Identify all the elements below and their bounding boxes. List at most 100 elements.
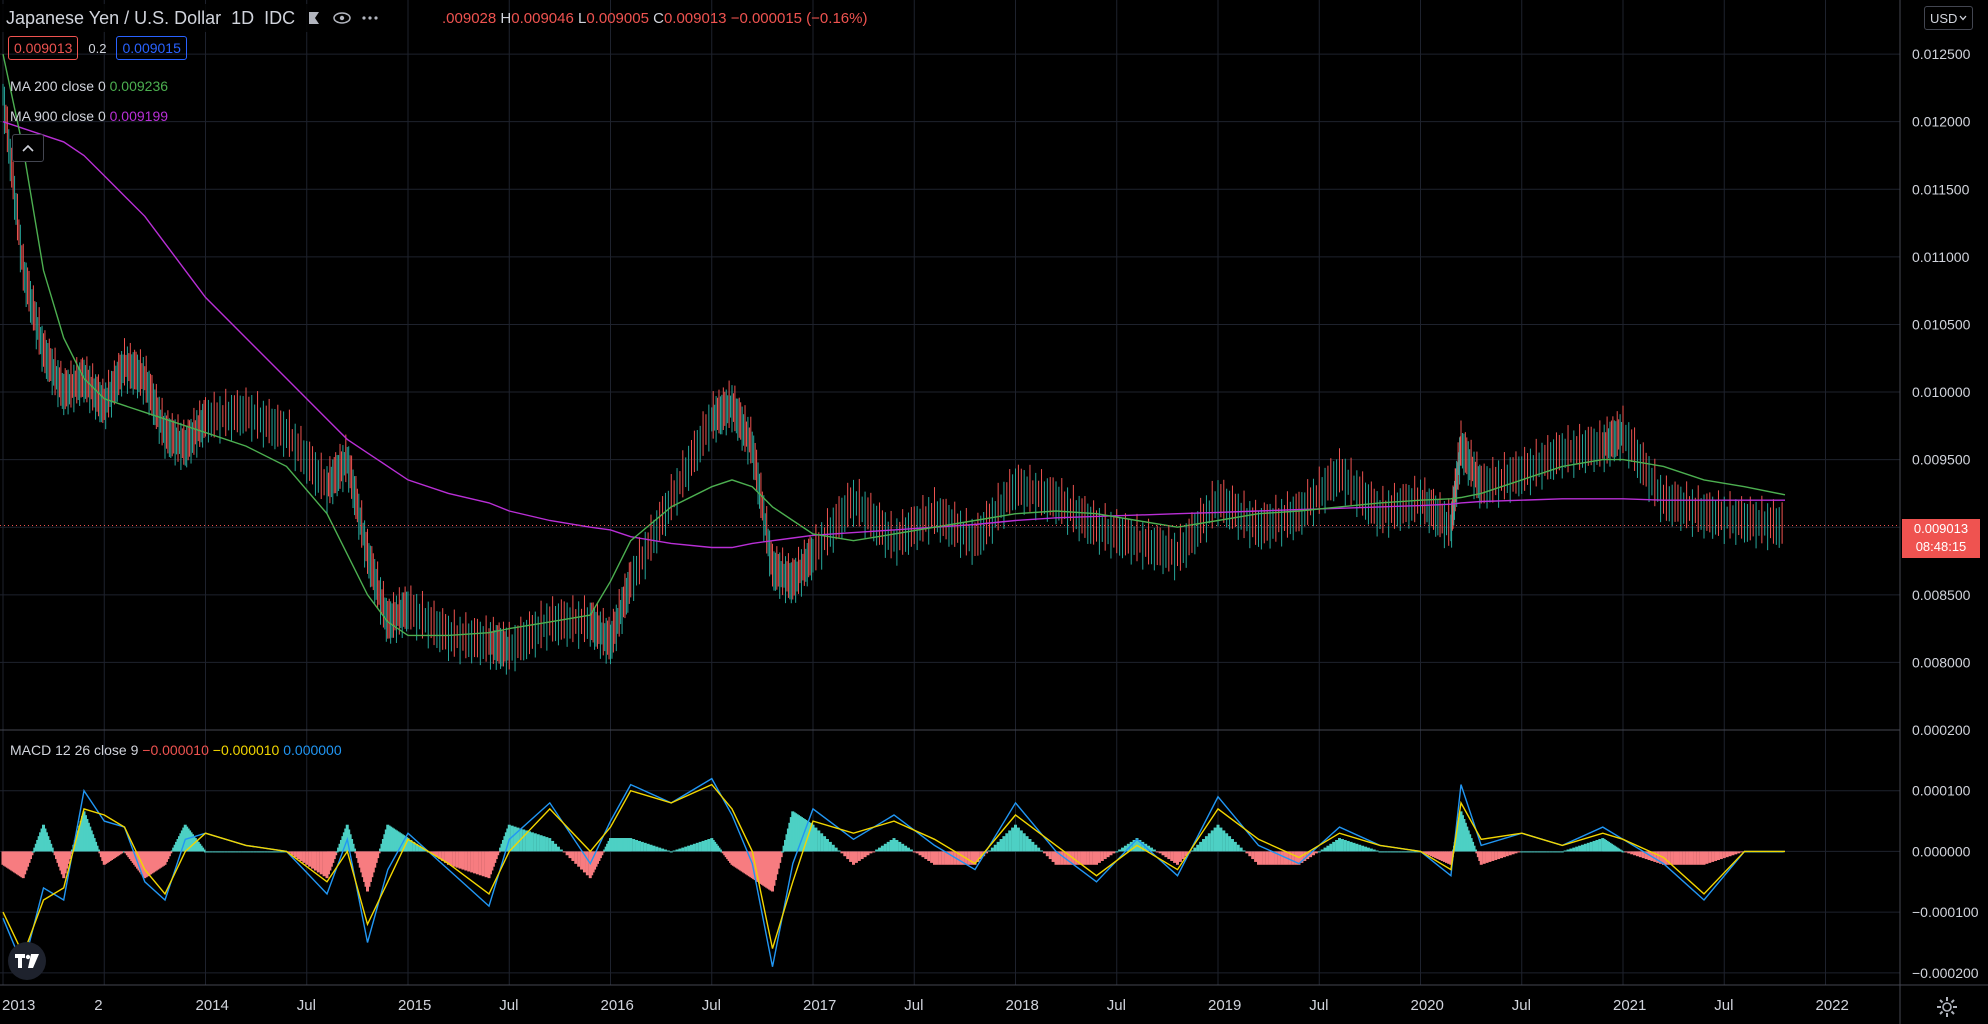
- macd-histogram-bar: [950, 851, 954, 865]
- macd-histogram-bar: [1552, 851, 1556, 853]
- settings-gear-icon[interactable]: [1936, 996, 1958, 1018]
- collapse-legend-button[interactable]: [12, 134, 44, 162]
- macd-histogram-bar: [854, 851, 858, 863]
- macd-histogram-bar: [1526, 851, 1530, 853]
- macd-histogram-bar: [1016, 827, 1020, 852]
- change-value: −0.000015 (−0.16%): [730, 10, 868, 27]
- macd-histogram-bar: [924, 851, 928, 860]
- macd-histogram-bar: [1349, 841, 1353, 852]
- macd-histogram-bar: [883, 843, 887, 852]
- buy-button[interactable]: 0.009015: [116, 36, 187, 60]
- macd-histogram-bar: [516, 827, 520, 852]
- macd-histogram-bar: [574, 851, 578, 864]
- macd-histogram-bar: [1711, 851, 1715, 862]
- macd-histogram-bar: [701, 840, 705, 852]
- macd-histogram-bar: [530, 832, 534, 852]
- macd-histogram-bar: [860, 851, 864, 860]
- macd-histogram-bar: [1190, 850, 1194, 852]
- macd-histogram-bar: [1288, 851, 1292, 865]
- macd-histogram-bar: [646, 843, 650, 852]
- macd-histogram-bar: [1511, 851, 1515, 855]
- flag-icon[interactable]: [305, 9, 323, 27]
- macd-histogram-bar: [470, 851, 474, 873]
- tradingview-logo[interactable]: [8, 942, 46, 980]
- macd-histogram-bar: [1716, 851, 1720, 861]
- macd-histogram-bar: [415, 843, 419, 852]
- bar-countdown: 08:48:15: [1915, 539, 1967, 554]
- macd-histogram-bar: [901, 843, 905, 852]
- more-icon[interactable]: [361, 9, 379, 27]
- macd-histogram-bar: [1569, 848, 1573, 852]
- macd-histogram-bar: [1259, 851, 1263, 865]
- macd-histogram-bar: [1294, 851, 1298, 865]
- macd-histogram-bar: [1624, 851, 1628, 853]
- macd-histogram-bar: [927, 851, 931, 861]
- macd-histogram-bar: [1473, 849, 1477, 852]
- macd-legend[interactable]: MACD 12 26 close 9 −0.000010 −0.000010 0…: [10, 742, 342, 758]
- macd-histogram-bar: [412, 841, 416, 852]
- macd-histogram-bar: [1037, 847, 1041, 852]
- macd-histogram-bar: [377, 851, 381, 854]
- macd-histogram-bar: [1644, 851, 1648, 860]
- interval-label[interactable]: 1D: [231, 7, 255, 28]
- macd-histogram-bar: [996, 841, 1000, 852]
- macd-histogram-bar: [447, 851, 450, 865]
- macd-y-tick-label: 0.000200: [1912, 722, 1971, 738]
- ma200-legend[interactable]: MA 200 close 0 0.009236: [10, 78, 168, 94]
- macd-label: MACD 12 26 close 9: [10, 742, 139, 758]
- macd-histogram-bar: [985, 851, 989, 854]
- macd-histogram-bar: [857, 851, 861, 861]
- macd-histogram-bar: [970, 851, 974, 865]
- sell-button[interactable]: 0.009013: [8, 36, 79, 60]
- macd-histogram-bar: [311, 851, 315, 869]
- macd-histogram-bar: [1375, 850, 1379, 852]
- x-tick-label: Jul: [1107, 997, 1126, 1014]
- macd-histogram-bar: [528, 831, 531, 852]
- macd-histogram-bar: [1549, 851, 1553, 853]
- macd-histogram-bar: [510, 825, 514, 852]
- x-tick-label: 2019: [1208, 997, 1241, 1014]
- macd-histogram-bar: [1303, 851, 1307, 861]
- macd-histogram-bar: [1025, 836, 1029, 852]
- symbol-title[interactable]: Japanese Yen / U.S. Dollar: [6, 7, 222, 28]
- macd-histogram-bar: [1369, 848, 1373, 852]
- macd-histogram-bar: [481, 851, 485, 877]
- macd-histogram-bar: [1155, 851, 1159, 853]
- macd-histogram-bar: [1690, 851, 1694, 865]
- macd-histogram-bar: [675, 849, 679, 852]
- macd-histogram-bar: [1563, 850, 1567, 852]
- macd-histogram-bar: [282, 851, 286, 853]
- macd-histogram-bar: [1543, 851, 1547, 853]
- macd-histogram-bar: [1693, 851, 1697, 865]
- macd-histogram-bar: [828, 841, 832, 852]
- ohlc-readout: .009028 H0.009046 L0.009005 C0.009013 −0…: [442, 10, 867, 27]
- macd-histogram-bar: [1595, 839, 1599, 852]
- macd-histogram-bar: [1121, 847, 1125, 852]
- macd-histogram-bar: [976, 851, 980, 862]
- high-label: H: [500, 10, 512, 27]
- last-price-label: 0.009013 08:48:15: [1902, 519, 1980, 558]
- eye-icon[interactable]: [333, 9, 351, 27]
- macd-histogram-bar: [167, 851, 171, 857]
- macd-histogram-bar: [1425, 851, 1429, 855]
- y-tick-label: 0.012000: [1912, 114, 1971, 130]
- currency-selector[interactable]: USD: [1924, 6, 1974, 30]
- macd-histogram-bar: [548, 838, 552, 852]
- macd-histogram-bar: [1442, 851, 1446, 862]
- macd-histogram-bar: [1378, 851, 1382, 853]
- macd-histogram-bar: [1057, 851, 1061, 865]
- high-value: 0.009046: [511, 10, 574, 27]
- macd-histogram-bar: [1181, 851, 1185, 860]
- macd-histogram-bar: [95, 845, 99, 852]
- macd-histogram-bar: [204, 851, 207, 853]
- macd-histogram-bar: [1682, 851, 1686, 865]
- macd-histogram-bar: [1095, 851, 1098, 865]
- macd-histogram-bar: [652, 845, 656, 852]
- macd-histogram-bar: [1158, 851, 1162, 854]
- symbol-header[interactable]: Japanese Yen / U.S. Dollar 1D IDC: [0, 4, 386, 32]
- ma900-legend[interactable]: MA 900 close 0 0.009199: [10, 108, 168, 124]
- macd-histogram-bar: [449, 851, 453, 866]
- ma900-value: 0.009199: [109, 108, 169, 124]
- macd-histogram-bar: [921, 851, 925, 858]
